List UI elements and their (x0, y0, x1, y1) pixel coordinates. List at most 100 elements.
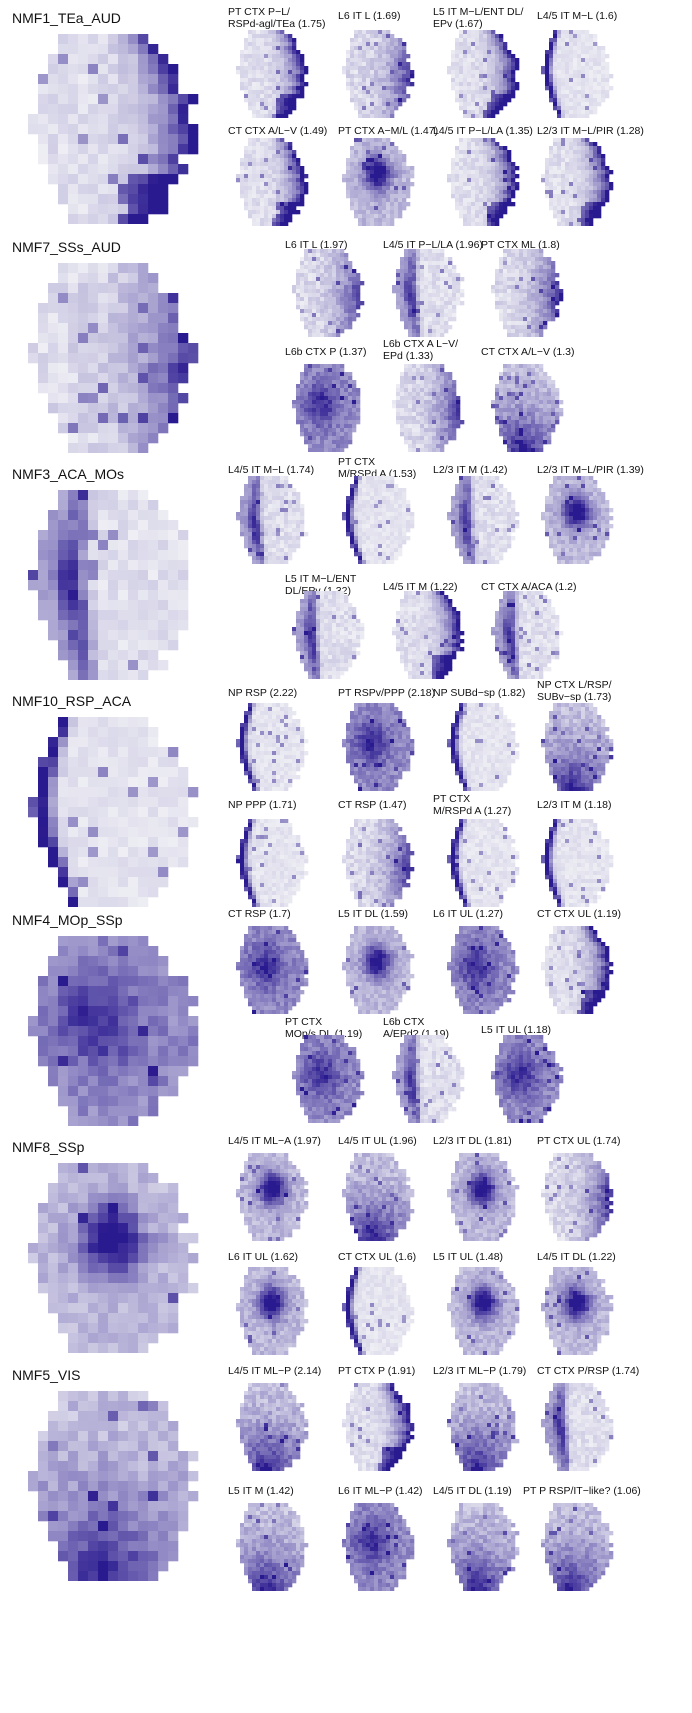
subplot-spatial-map (342, 1153, 415, 1241)
heatmap-cells (292, 1035, 365, 1123)
heatmap-cells (28, 717, 199, 907)
main-spatial-map (28, 717, 199, 907)
heatmap-cells (392, 364, 465, 452)
nmf-panel: NMF4_MOp_SSp CT RSP (1.7) L5 IT DL (1.59) L… (0, 902, 692, 1127)
subplot-label: L2/3 IT DL (1.81) (433, 1135, 512, 1147)
heatmap-cells (541, 1267, 614, 1355)
subplot-spatial-map (491, 1035, 564, 1123)
subplot-spatial-map (491, 249, 564, 337)
subplot-label: CT RSP (1.47) (338, 799, 407, 811)
heatmap-cells (28, 1391, 199, 1581)
subplot-spatial-map (392, 591, 465, 679)
subplot-label: L6 IT UL (1.62) (228, 1251, 299, 1263)
main-spatial-map (28, 936, 199, 1126)
heatmap-cells (491, 591, 564, 679)
subplot-label: CT RSP (1.7) (228, 908, 291, 920)
subplot-label: L4/5 IT P−L/LA (1.35) (433, 125, 533, 137)
subplot-spatial-map (447, 819, 520, 907)
heatmap-cells (541, 819, 614, 907)
subplot-spatial-map (447, 1267, 520, 1355)
subplot-label: L4/5 IT M−L (1.74) (228, 464, 315, 476)
subplot-spatial-map (236, 1267, 309, 1355)
subplot-label: L4/5 IT UL (1.96) (338, 1135, 417, 1147)
subplot-label: L4/5 IT DL (1.19) (433, 1485, 512, 1497)
subplot-spatial-map (447, 926, 520, 1014)
heatmap-cells (342, 926, 415, 1014)
subplot-spatial-map (392, 1035, 465, 1123)
panel-title: NMF7_SSs_AUD (12, 239, 121, 255)
panel-title: NMF3_ACA_MOs (12, 466, 125, 482)
subplot-spatial-map (236, 30, 309, 118)
subplot-label: L6 IT L (1.97) (285, 239, 348, 251)
heatmap-cells (541, 30, 614, 118)
subplot-spatial-map (236, 138, 309, 226)
panel-title: NMF1_TEa_AUD (12, 10, 121, 26)
heatmap-cells (236, 1503, 309, 1591)
heatmap-cells (342, 1153, 415, 1241)
subplot-label: L5 IT M−L/ENT DL/ EPv (1.67) (433, 6, 524, 30)
heatmap-cells (541, 1503, 614, 1591)
heatmap-cells (342, 476, 415, 564)
subplot-spatial-map (447, 138, 520, 226)
subplot-spatial-map (541, 1153, 614, 1241)
subplot-spatial-map (236, 1383, 309, 1471)
subplot-spatial-map (541, 476, 614, 564)
subplot-label: NP RSP (2.22) (228, 687, 298, 699)
heatmap-cells (342, 138, 415, 226)
heatmap-cells (342, 1503, 415, 1591)
heatmap-cells (447, 138, 520, 226)
subplot-label: L2/3 IT M (1.42) (433, 464, 508, 476)
subplot-label: PT CTX A−M/L (1.47) (338, 125, 439, 137)
heatmap-cells (392, 1035, 465, 1123)
subplot-label: L6b CTX P (1.37) (285, 346, 367, 358)
heatmap-cells (28, 34, 199, 224)
subplot-label: CT CTX A/L−V (1.3) (481, 346, 575, 358)
subplot-label: L5 IT DL (1.59) (338, 908, 409, 920)
subplot-spatial-map (491, 591, 564, 679)
subplot-label: L6 IT L (1.69) (338, 10, 401, 22)
subplot-label: NP SUBd−sp (1.82) (433, 687, 526, 699)
main-spatial-map (28, 263, 199, 453)
panel-title: NMF8_SSp (12, 1139, 85, 1155)
heatmap-cells (447, 926, 520, 1014)
subplot-spatial-map (342, 1267, 415, 1355)
subplot-spatial-map (447, 1153, 520, 1241)
subplot-spatial-map (342, 926, 415, 1014)
main-spatial-map (28, 1163, 199, 1353)
subplot-spatial-map (491, 364, 564, 452)
main-spatial-map (28, 1391, 199, 1581)
subplot-label: L4/5 IT ML−P (2.14) (228, 1365, 322, 1377)
subplot-label: L5 IT UL (1.18) (481, 1024, 552, 1036)
subplot-label: PT P RSP/IT−like? (1.06) (523, 1485, 641, 1497)
heatmap-cells (541, 138, 614, 226)
subplot-label: L5 IT UL (1.48) (433, 1251, 504, 1263)
subplot-spatial-map (292, 591, 365, 679)
heatmap-cells (236, 1267, 309, 1355)
heatmap-cells (491, 1035, 564, 1123)
heatmap-cells (541, 926, 614, 1014)
heatmap-cells (342, 1267, 415, 1355)
panel-title: NMF10_RSP_ACA (12, 693, 132, 709)
subplot-spatial-map (342, 138, 415, 226)
heatmap-cells (541, 703, 614, 791)
subplot-spatial-map (342, 819, 415, 907)
heatmap-cells (292, 249, 365, 337)
heatmap-cells (236, 30, 309, 118)
nmf-panel: NMF5_VIS L4/5 IT ML−P (2.14) PT CTX P (1.9… (0, 1357, 692, 1591)
panel-title: NMF5_VIS (12, 1367, 81, 1383)
subplot-label: L6 IT UL (1.27) (433, 908, 504, 920)
heatmap-cells (236, 1383, 309, 1471)
subplot-label: L4/5 IT DL (1.22) (537, 1251, 616, 1263)
nmf-panel: NMF3_ACA_MOs L4/5 IT M−L (1.74) PT CTX M/R… (0, 456, 692, 681)
subplot-label: L2/3 IT M (1.18) (537, 799, 612, 811)
main-spatial-map (28, 490, 189, 680)
subplot-label: CT CTX UL (1.6) (338, 1251, 417, 1263)
heatmap-cells (236, 1153, 309, 1241)
heatmap-cells (392, 249, 465, 337)
subplot-spatial-map (236, 819, 309, 907)
subplot-spatial-map (342, 1503, 415, 1591)
nmf-panel: NMF1_TEa_AUD PT CTX P−L/ RSPd-agl/TEa (1.… (0, 0, 692, 226)
nmf-panel: NMF10_RSP_ACA NP RSP (2.22) PT RSPv/PPP (2… (0, 679, 692, 908)
subplot-label: PT CTX M/RSPd A (1.27) (433, 793, 512, 817)
subplot-spatial-map (541, 30, 614, 118)
